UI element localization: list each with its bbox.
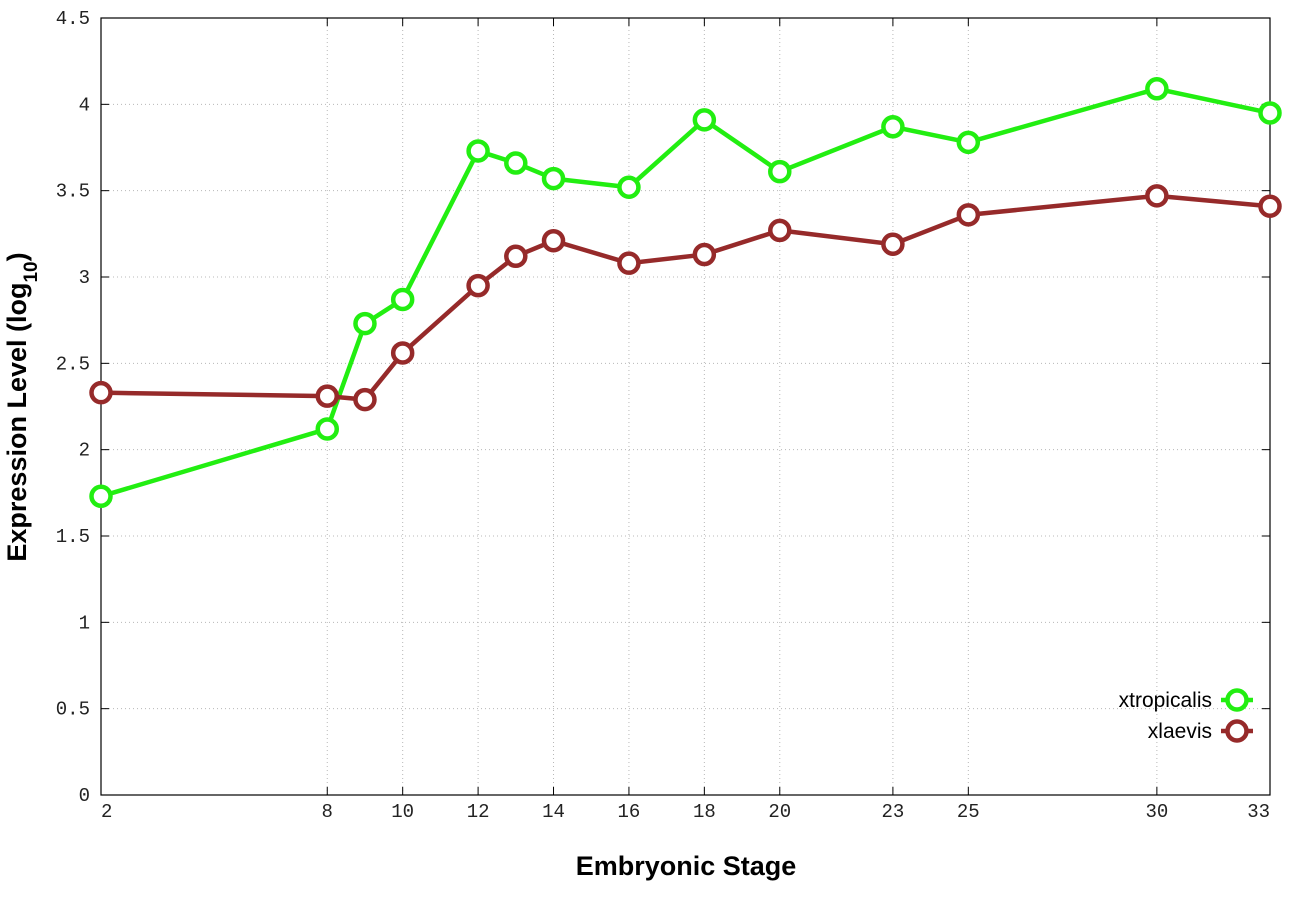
data-point — [956, 130, 981, 155]
series-line-xtropicalis — [100, 86, 1271, 499]
y-tick-label: 2 — [79, 440, 90, 462]
series-xlaevis — [89, 184, 1282, 412]
x-tick-label: 20 — [768, 801, 791, 823]
y-tick-label: 3 — [79, 267, 90, 289]
data-point — [315, 417, 340, 441]
data-point — [1258, 194, 1282, 218]
x-tick-label: 30 — [1145, 801, 1168, 823]
data-point — [353, 387, 377, 412]
data-point — [390, 341, 415, 365]
x-tick-label: 14 — [542, 801, 565, 823]
data-point — [617, 251, 641, 275]
plot-frame — [100, 17, 1271, 796]
y-tick-label: 3.5 — [56, 181, 90, 203]
data-point — [768, 218, 792, 243]
y-axis-title-subscript: 10 — [21, 261, 42, 282]
x-tick-label: 2 — [101, 801, 112, 823]
data-point — [768, 159, 792, 184]
data-point — [353, 311, 377, 336]
y-tick-label: 0.5 — [56, 699, 90, 721]
legend: xtropicalis xlaevis — [1119, 688, 1253, 743]
data-point — [390, 287, 415, 312]
x-tick-label: 23 — [881, 801, 904, 823]
data-point — [504, 151, 528, 175]
data-point — [617, 175, 641, 199]
data-point — [1258, 101, 1282, 125]
axis-ticks: 0 0.5 1 1.5 2 2.5 3 3.5 4 4.5 2 8 10 12 14 16 18 20 23 25 30… — [56, 8, 1271, 823]
series-line-xlaevis — [100, 193, 1271, 402]
data-point — [541, 166, 566, 191]
data-point — [89, 484, 113, 509]
data-point — [504, 244, 528, 269]
x-tick-label: 16 — [618, 801, 641, 823]
legend-marker-swatch — [1225, 688, 1249, 712]
legend-marker-swatch — [1225, 719, 1249, 743]
series-layer — [89, 77, 1282, 509]
x-tick-label: 18 — [693, 801, 716, 823]
x-tick-label: 25 — [957, 801, 980, 823]
x-axis-title: Embryonic Stage — [576, 851, 797, 881]
data-point — [956, 203, 981, 227]
data-point — [466, 273, 490, 298]
y-tick-label: 4 — [79, 94, 90, 116]
y-axis-title-main: Expression Level (log — [2, 283, 32, 562]
x-tick-label: 8 — [322, 801, 333, 823]
series-xtropicalis — [89, 77, 1282, 509]
data-point — [692, 108, 717, 132]
x-tick-label: 10 — [391, 801, 414, 823]
data-point — [315, 384, 340, 408]
x-tick-label: 12 — [467, 801, 490, 823]
data-point — [692, 242, 717, 267]
data-point — [881, 232, 905, 256]
y-tick-label: 4.5 — [56, 8, 90, 30]
data-point — [1145, 77, 1169, 101]
y-tick-label: 1 — [79, 612, 90, 634]
legend-label: xtropicalis — [1119, 689, 1212, 712]
y-tick-label: 0 — [79, 785, 90, 807]
legend-label: xlaevis — [1148, 720, 1212, 743]
y-axis-title-close: ) — [2, 252, 32, 261]
y-tick-label: 1.5 — [56, 526, 90, 548]
data-point — [89, 380, 113, 405]
legend-item-xtropicalis: xtropicalis — [1119, 688, 1253, 712]
data-point — [541, 228, 566, 253]
data-point — [466, 139, 490, 163]
data-point — [881, 115, 905, 139]
legend-item-xlaevis: xlaevis — [1148, 719, 1253, 743]
data-point — [1145, 184, 1169, 208]
y-axis-title: Expression Level (log10) — [2, 252, 42, 561]
grid-lines — [101, 18, 1270, 795]
y-tick-label: 2.5 — [56, 353, 90, 375]
x-tick-label: 33 — [1247, 801, 1270, 823]
